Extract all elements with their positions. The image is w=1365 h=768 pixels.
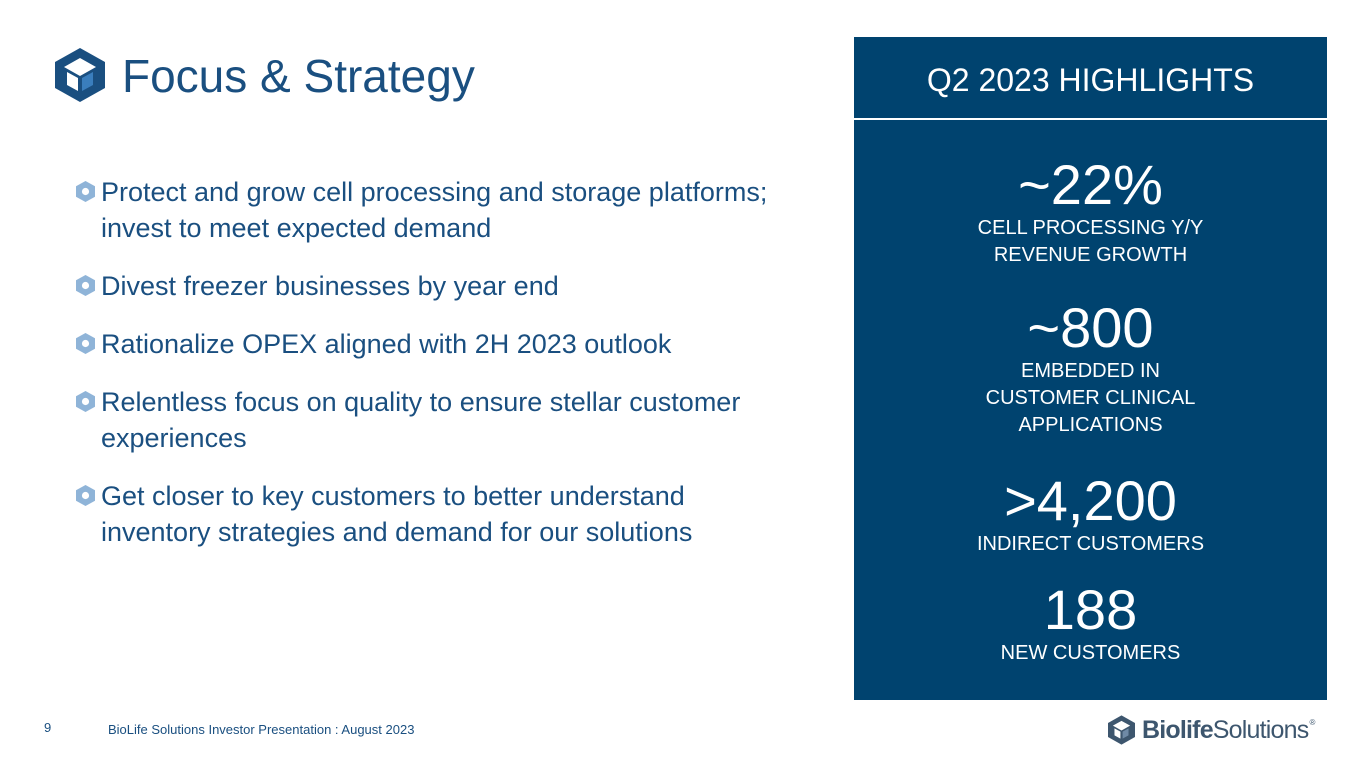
- hexagon-bullet-icon: [76, 333, 95, 354]
- hexagon-bullet-icon: [76, 485, 95, 506]
- stat-new-customers: 188 NEW CUSTOMERS: [854, 580, 1327, 667]
- bullet-text: Rationalize OPEX aligned with 2H 2023 ou…: [101, 329, 672, 359]
- stat-value: ~800: [1027, 296, 1154, 359]
- brand-name: BiolifeSolutions: [1142, 715, 1309, 745]
- registered-mark: ®: [1309, 718, 1316, 727]
- hexagon-cube-logo-icon: [55, 48, 105, 102]
- stat-label: CELL PROCESSING Y/Y REVENUE GROWTH: [977, 217, 1204, 266]
- stat-value: 188: [1043, 578, 1138, 641]
- stat-label: NEW CUSTOMERS: [1000, 642, 1181, 664]
- stat-embedded-clinical: ~800 EMBEDDED IN CUSTOMER CLINICAL APPLI…: [854, 298, 1327, 439]
- page-title: Focus & Strategy: [122, 50, 475, 102]
- highlights-title: Q2 2023 HIGHLIGHTS: [854, 37, 1327, 120]
- bullet-text: Relentless focus on quality to ensure st…: [101, 387, 741, 453]
- strategy-bullet-list: Protect and grow cell processing and sto…: [76, 174, 796, 572]
- page-number: 9: [44, 720, 52, 735]
- brand-name-bold: Biolife: [1142, 715, 1214, 744]
- bullet-item: Rationalize OPEX aligned with 2H 2023 ou…: [76, 326, 796, 362]
- highlights-panel: Q2 2023 HIGHLIGHTS ~22% CELL PROCESSING …: [854, 37, 1327, 700]
- stat-label: INDIRECT CUSTOMERS: [976, 533, 1205, 555]
- bullet-item: Protect and grow cell processing and sto…: [76, 174, 796, 246]
- brand-name-regular: Solutions: [1212, 715, 1309, 744]
- bullet-text: Divest freezer businesses by year end: [101, 271, 559, 301]
- stat-value: ~22%: [1018, 153, 1163, 216]
- hexagon-bullet-icon: [76, 275, 95, 296]
- hexagon-cube-logo-icon: [1108, 715, 1135, 745]
- stat-indirect-customers: >4,200 INDIRECT CUSTOMERS: [854, 471, 1327, 558]
- bullet-item: Divest freezer businesses by year end: [76, 268, 796, 304]
- bullet-text: Get closer to key customers to better un…: [101, 481, 693, 547]
- stat-label: EMBEDDED IN CUSTOMER CLINICAL APPLICATIO…: [985, 360, 1196, 436]
- hexagon-bullet-icon: [76, 181, 95, 202]
- bullet-text: Protect and grow cell processing and sto…: [101, 177, 768, 243]
- stat-cell-processing-growth: ~22% CELL PROCESSING Y/Y REVENUE GROWTH: [854, 155, 1327, 269]
- footer-text: BioLife Solutions Investor Presentation …: [108, 722, 415, 737]
- bullet-item: Get closer to key customers to better un…: [76, 478, 796, 550]
- stat-value: >4,200: [1004, 469, 1177, 532]
- brand-logo: BiolifeSolutions ®: [1108, 714, 1315, 746]
- bullet-item: Relentless focus on quality to ensure st…: [76, 384, 796, 456]
- hexagon-bullet-icon: [76, 391, 95, 412]
